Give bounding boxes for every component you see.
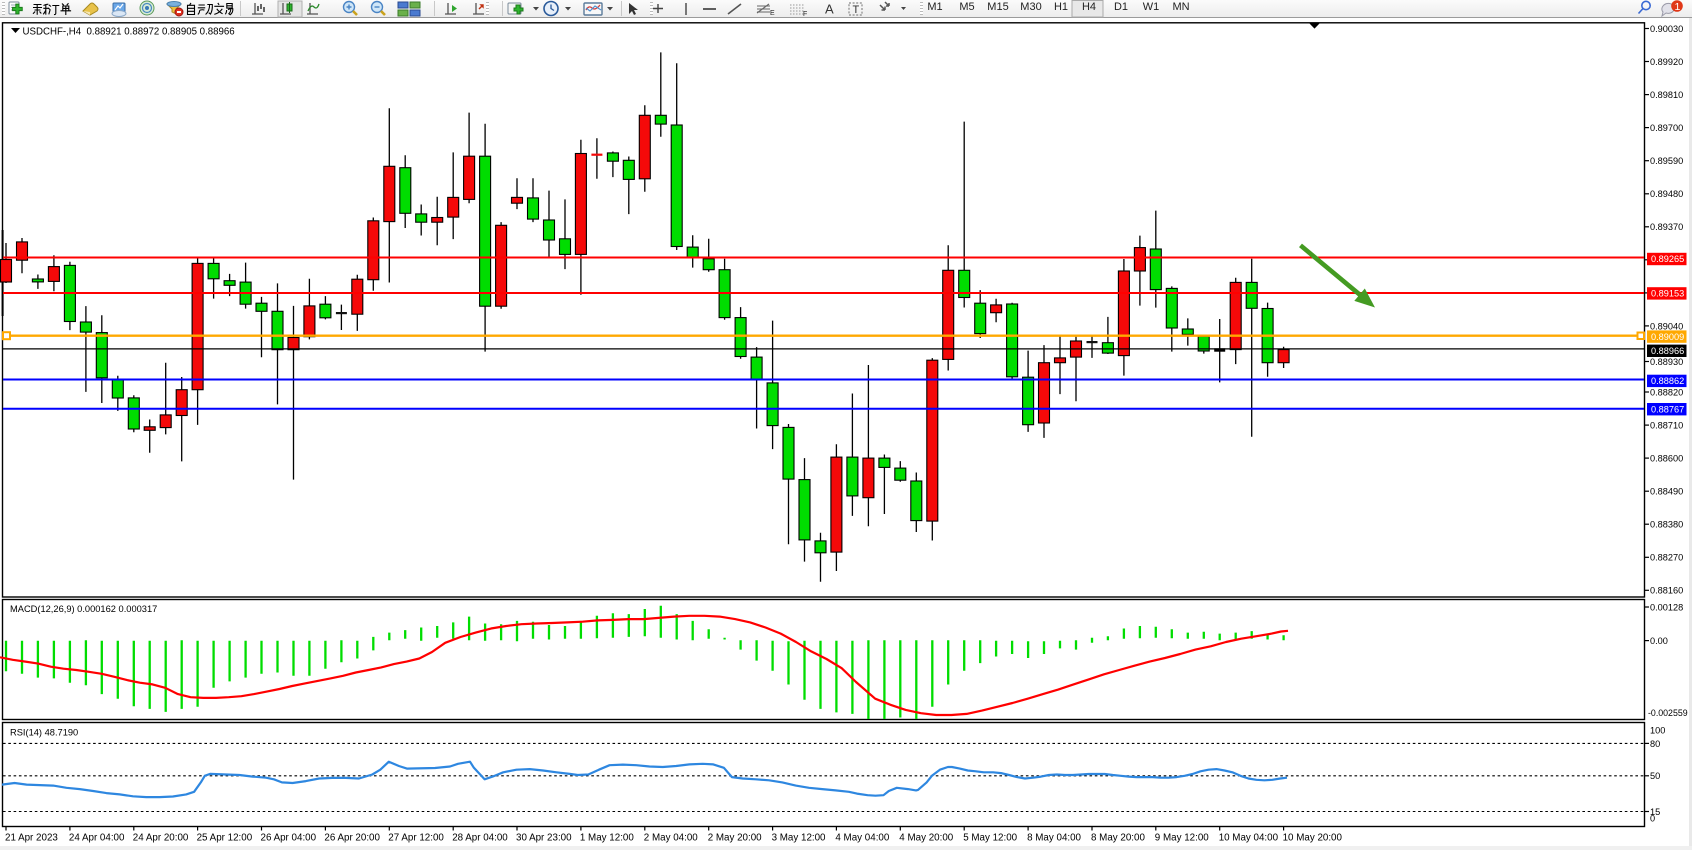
svg-text:0.88600: 0.88600 <box>1650 454 1683 464</box>
svg-text:0.89040: 0.89040 <box>1650 321 1683 331</box>
svg-text:26 Apr 04:00: 26 Apr 04:00 <box>261 833 317 844</box>
svg-text:1: 1 <box>1675 1 1681 13</box>
svg-text:0.88160: 0.88160 <box>1650 586 1683 596</box>
svg-text:27 Apr 12:00: 27 Apr 12:00 <box>388 833 444 844</box>
svg-text:RSI(14) 48.7190: RSI(14) 48.7190 <box>10 728 78 738</box>
svg-text:24 Apr 20:00: 24 Apr 20:00 <box>133 833 189 844</box>
svg-text:21 Apr 2023: 21 Apr 2023 <box>5 833 58 844</box>
svg-text:0.89810: 0.89810 <box>1650 90 1683 100</box>
svg-text:0.89700: 0.89700 <box>1650 123 1683 133</box>
svg-text:0: 0 <box>1650 814 1655 824</box>
svg-text:2 May 04:00: 2 May 04:00 <box>644 833 698 844</box>
svg-text:-0.002559: -0.002559 <box>1648 708 1688 718</box>
svg-text:0.89370: 0.89370 <box>1650 222 1683 232</box>
svg-text:0.88767: 0.88767 <box>1651 404 1684 414</box>
svg-text:0.88710: 0.88710 <box>1650 421 1683 431</box>
svg-text:0.88270: 0.88270 <box>1650 553 1683 563</box>
svg-text:0.88380: 0.88380 <box>1650 520 1683 530</box>
svg-text:4 May 20:00: 4 May 20:00 <box>899 833 953 844</box>
svg-text:8 May 04:00: 8 May 04:00 <box>1027 833 1081 844</box>
svg-text:26 Apr 20:00: 26 Apr 20:00 <box>324 833 380 844</box>
svg-text:0.88820: 0.88820 <box>1650 387 1683 397</box>
svg-text:4 May 04:00: 4 May 04:00 <box>835 833 889 844</box>
svg-text:3 May 12:00: 3 May 12:00 <box>772 833 826 844</box>
svg-text:0.00128: 0.00128 <box>1650 602 1683 612</box>
svg-text:50: 50 <box>1650 771 1660 781</box>
svg-text:USDCHF-,H4 0.88921 0.88972 0.: USDCHF-,H4 0.88921 0.88972 0.88905 0.889… <box>23 26 235 37</box>
svg-text:0.88862: 0.88862 <box>1651 376 1684 386</box>
svg-text:0.89590: 0.89590 <box>1650 156 1683 166</box>
svg-text:100: 100 <box>1650 726 1665 736</box>
svg-text:28 Apr 04:00: 28 Apr 04:00 <box>452 833 508 844</box>
svg-text:8 May 20:00: 8 May 20:00 <box>1091 833 1145 844</box>
svg-text:2 May 20:00: 2 May 20:00 <box>708 833 762 844</box>
svg-text:0.88490: 0.88490 <box>1650 487 1683 497</box>
svg-text:0.90030: 0.90030 <box>1650 24 1683 34</box>
svg-text:0.88930: 0.88930 <box>1650 357 1683 367</box>
svg-text:1 May 12:00: 1 May 12:00 <box>580 833 634 844</box>
svg-text:25 Apr 12:00: 25 Apr 12:00 <box>197 833 253 844</box>
svg-text:A: A <box>825 2 834 17</box>
svg-text:0.89153: 0.89153 <box>1651 289 1684 299</box>
svg-text:15: 15 <box>1650 807 1660 817</box>
svg-text:10 May 04:00: 10 May 04:00 <box>1219 833 1279 844</box>
svg-text:0.89009: 0.89009 <box>1651 332 1684 342</box>
svg-text:0.89265: 0.89265 <box>1651 254 1684 264</box>
svg-text:MACD(12,26,9) 0.000162 0.00031: MACD(12,26,9) 0.000162 0.000317 <box>10 604 157 614</box>
svg-text:24 Apr 04:00: 24 Apr 04:00 <box>69 833 125 844</box>
svg-text:5 May 12:00: 5 May 12:00 <box>963 833 1017 844</box>
svg-text:30 Apr 23:00: 30 Apr 23:00 <box>516 833 572 844</box>
svg-text:80: 80 <box>1650 739 1660 749</box>
svg-text:0.89480: 0.89480 <box>1650 189 1683 199</box>
svg-text:0.88966: 0.88966 <box>1651 346 1684 356</box>
svg-text:0.89920: 0.89920 <box>1650 57 1683 67</box>
svg-text:T: T <box>853 4 860 16</box>
svg-text:0.00: 0.00 <box>1650 636 1668 646</box>
svg-text:9 May 12:00: 9 May 12:00 <box>1155 833 1209 844</box>
svg-text:10 May 20:00: 10 May 20:00 <box>1283 833 1343 844</box>
svg-text:E: E <box>770 10 775 17</box>
svg-text:F: F <box>803 11 807 18</box>
